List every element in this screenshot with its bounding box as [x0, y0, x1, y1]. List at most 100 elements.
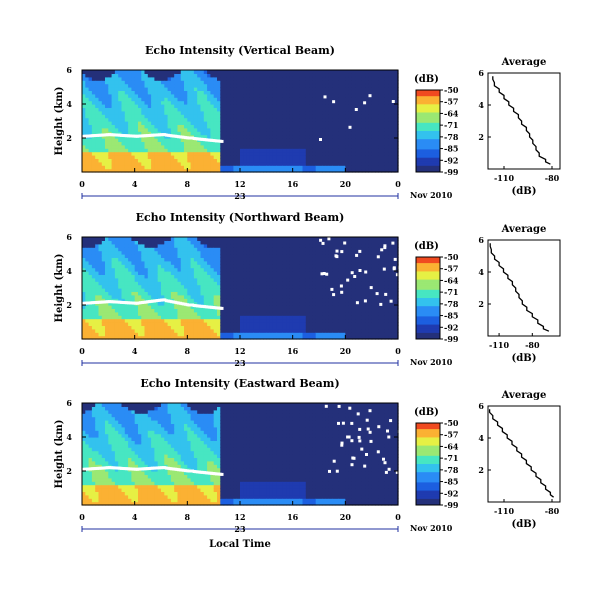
heatmap-cell [174, 70, 179, 74]
heatmap-cell [375, 110, 379, 115]
heatmap-cell [141, 124, 146, 129]
heatmap-cell [319, 155, 323, 159]
heatmap-cell [355, 155, 360, 159]
bright-band-point [95, 133, 99, 137]
heatmap-cell [269, 257, 274, 262]
heatmap-cell [131, 97, 136, 102]
heatmap-cell [111, 148, 116, 153]
heatmap-cell [332, 76, 337, 81]
colorbar-segment [416, 106, 440, 109]
heatmap-cell [105, 281, 109, 286]
heatmap-cell [118, 168, 123, 173]
heatmap-cell [384, 131, 389, 136]
heatmap-cell [384, 90, 389, 95]
heatmap-cell [348, 155, 353, 159]
heatmap-cell [279, 80, 284, 85]
heatmap-cell [220, 260, 225, 265]
heatmap-cell [296, 73, 300, 78]
heatmap-cell [88, 80, 93, 85]
heatmap-cell [91, 260, 96, 265]
heatmap-cell [394, 110, 399, 115]
heatmap-cell [134, 254, 139, 258]
heatmap-cell [144, 97, 149, 102]
heatmap-cell [276, 271, 281, 275]
heatmap-cell [174, 322, 179, 326]
heatmap-cell [210, 76, 215, 81]
heatmap-cell [266, 168, 271, 173]
heatmap-cell [282, 70, 287, 74]
heatmap-cell [272, 121, 277, 125]
heatmap-cell [279, 93, 284, 98]
heatmap-cell [213, 328, 218, 333]
heatmap-cell [388, 168, 392, 173]
heatmap-cell [82, 250, 86, 255]
heatmap-cell [170, 264, 175, 269]
heatmap-cell [144, 281, 149, 286]
heatmap-cell [375, 117, 379, 122]
bright-band-point [142, 134, 146, 138]
heatmap-cell [170, 161, 175, 166]
heatmap-cell [282, 328, 287, 333]
heatmap-cell [85, 90, 90, 95]
heatmap-cell [223, 168, 228, 173]
heatmap-cell [91, 76, 96, 81]
heatmap-cell [315, 138, 320, 142]
heatmap-cell [151, 267, 155, 272]
heatmap-cell [151, 308, 155, 313]
heatmap-cell [213, 73, 218, 78]
heatmap-cell [177, 117, 182, 122]
heatmap-cell [151, 73, 155, 78]
heatmap-cell [193, 107, 198, 112]
heatmap-cell [141, 318, 146, 323]
heatmap-cell [157, 144, 162, 149]
heatmap-cell [190, 165, 195, 170]
heatmap-cell [164, 158, 169, 163]
heatmap-cell [279, 240, 284, 245]
heatmap-cell [233, 138, 238, 142]
heatmap-cell [174, 110, 179, 115]
heatmap-cell [335, 97, 340, 102]
heatmap-cell [253, 83, 258, 88]
heatmap-cell [203, 328, 208, 333]
heatmap-cell [217, 328, 221, 333]
heatmap-cell [207, 322, 211, 326]
heatmap-cell [213, 243, 218, 248]
heatmap-cell [312, 141, 317, 146]
heatmap-cell [210, 271, 215, 275]
heatmap-cell [220, 294, 225, 299]
heatmap-cell [174, 325, 179, 330]
heatmap-cell [266, 93, 271, 98]
heatmap-cell [138, 322, 142, 326]
heatmap-cell [355, 144, 360, 149]
heatmap-cell [233, 274, 238, 279]
heatmap-cell [210, 158, 215, 163]
heatmap-cell [299, 165, 304, 170]
heatmap-cell [279, 155, 284, 159]
heatmap-cell [269, 274, 274, 279]
heatmap-cell [263, 318, 267, 323]
heatmap-cell [243, 274, 248, 279]
heatmap-cell [213, 80, 218, 85]
colorbar-segment [416, 139, 440, 142]
heatmap-cell [246, 124, 251, 129]
heatmap-cell [272, 335, 277, 340]
heatmap-cell [325, 73, 330, 78]
heatmap-cell [249, 291, 254, 296]
heatmap-cell [371, 148, 376, 153]
heatmap-cell [111, 332, 116, 337]
heatmap-cell [378, 148, 383, 153]
heatmap-cell [226, 151, 231, 156]
bright-band-point [171, 134, 176, 138]
heatmap-cell [180, 80, 185, 85]
heatmap-cell [263, 110, 267, 115]
heatmap-cell [95, 240, 100, 245]
heatmap-cell [309, 104, 313, 108]
heatmap-cell [220, 161, 225, 166]
heatmap-cell [332, 138, 337, 142]
heatmap-cell [111, 257, 116, 262]
heatmap-cell [253, 80, 258, 85]
heatmap-cell [200, 110, 205, 115]
heatmap-cell [355, 124, 360, 129]
heatmap-cell [236, 83, 241, 88]
heatmap-cell [114, 237, 119, 241]
